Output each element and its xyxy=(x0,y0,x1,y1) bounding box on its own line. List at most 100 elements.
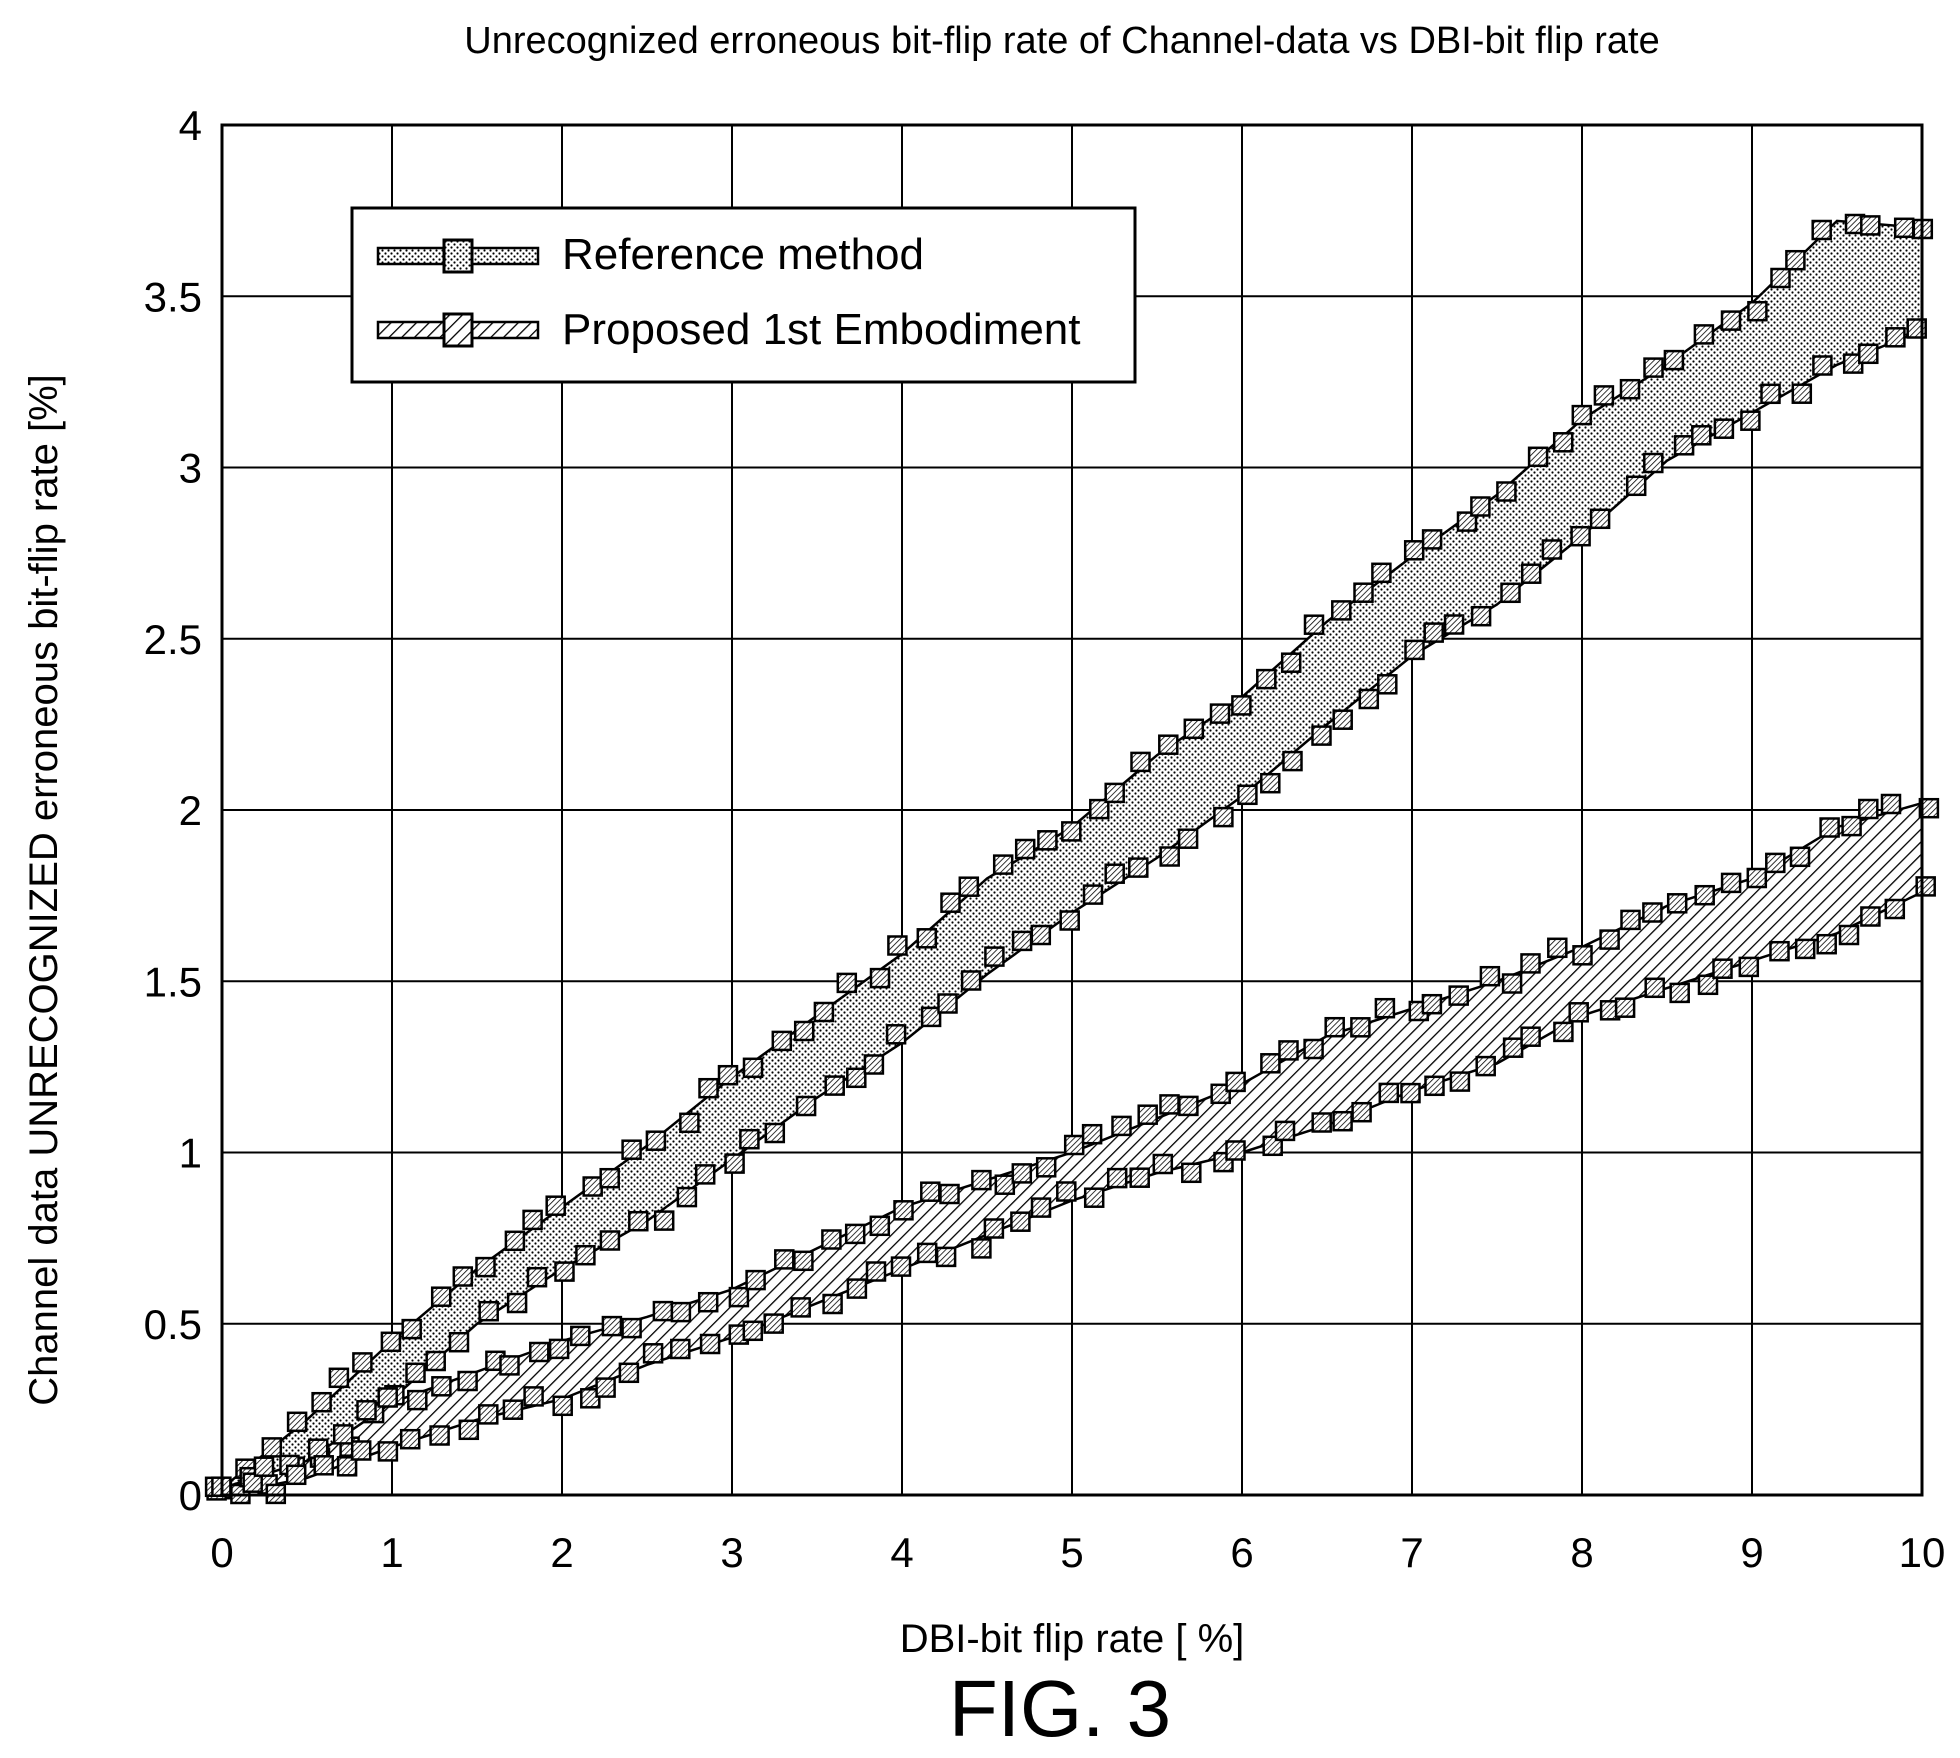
series-reference-marker xyxy=(846,1067,867,1089)
series-proposed-marker xyxy=(429,1425,450,1446)
series-reference-marker xyxy=(405,1362,426,1384)
series-proposed-marker xyxy=(670,1338,691,1360)
series-proposed-marker xyxy=(1400,1082,1421,1104)
series-reference-marker xyxy=(869,967,891,989)
series-reference-marker xyxy=(1282,750,1303,772)
series-reference-marker xyxy=(1625,475,1647,497)
legend-label-proposed: Proposed 1st Embodiment xyxy=(562,305,1081,354)
series-reference-marker xyxy=(1260,772,1281,794)
series-proposed-marker xyxy=(1159,1094,1180,1115)
series-proposed-marker xyxy=(994,1174,1016,1195)
x-tick-label: 7 xyxy=(1400,1529,1423,1576)
series-reference-marker xyxy=(1812,355,1833,376)
series-reference-marker xyxy=(887,935,908,956)
series-reference-marker xyxy=(1104,782,1125,804)
series-reference-marker xyxy=(261,1437,283,1458)
series-proposed-marker xyxy=(935,1246,957,1268)
series-reference-marker xyxy=(1371,562,1392,584)
series-reference-marker xyxy=(1353,582,1374,603)
series-reference-marker xyxy=(824,1075,845,1096)
series-proposed-marker xyxy=(1083,1187,1105,1208)
series-reference-marker xyxy=(863,1054,885,1075)
series-proposed-marker xyxy=(1884,898,1906,920)
series-proposed-marker xyxy=(1915,876,1936,897)
y-tick-label: 1 xyxy=(179,1130,202,1177)
series-proposed-marker xyxy=(670,1301,692,1323)
series-proposed-marker xyxy=(1137,1104,1158,1125)
series-proposed-marker xyxy=(1421,993,1443,1015)
series-proposed-marker xyxy=(1035,1157,1057,1178)
series-reference-marker xyxy=(1421,529,1443,550)
series-proposed-marker xyxy=(971,1238,992,1259)
series-reference-marker xyxy=(724,1153,745,1174)
series-reference-marker xyxy=(836,972,858,994)
series-proposed-marker xyxy=(1620,909,1641,931)
legend-item-proposed: Proposed 1st Embodiment xyxy=(376,305,1081,354)
series-reference-marker xyxy=(676,1186,698,1208)
series-reference-marker xyxy=(1785,249,1806,271)
series-reference-marker xyxy=(813,1001,835,1023)
series-proposed-marker xyxy=(1712,958,1733,979)
series-proposed-marker xyxy=(890,1256,912,1277)
x-tick-label: 2 xyxy=(550,1529,573,1576)
series-reference-marker xyxy=(1527,446,1549,468)
series-proposed-marker xyxy=(1642,902,1663,923)
series-reference-marker xyxy=(545,1195,566,1216)
series-reference-marker xyxy=(1159,846,1180,867)
series-reference-marker xyxy=(1500,582,1521,604)
series-reference-marker xyxy=(742,1057,764,1079)
series-proposed-marker xyxy=(377,1387,398,1408)
series-proposed-marker xyxy=(1129,1167,1150,1188)
series-reference-marker xyxy=(1571,404,1593,426)
series-reference-marker xyxy=(1589,508,1611,530)
series-reference-marker xyxy=(717,1064,739,1086)
x-tick-label: 10 xyxy=(1899,1529,1946,1576)
series-reference-marker xyxy=(1404,639,1425,661)
series-reference-marker xyxy=(1593,385,1615,406)
series-proposed-marker xyxy=(336,1456,358,1477)
series-reference-marker xyxy=(621,1139,642,1160)
legend: Reference method Proposed 1st Embodiment xyxy=(350,206,1137,384)
series-proposed-marker xyxy=(1838,924,1860,946)
series-reference-marker xyxy=(694,1164,716,1185)
series-reference-marker xyxy=(679,1112,700,1134)
x-tick-label: 9 xyxy=(1740,1529,1763,1576)
series-reference-marker xyxy=(1331,600,1352,621)
series-proposed-marker xyxy=(763,1313,784,1334)
series-reference-marker xyxy=(937,993,958,1014)
series-proposed-marker xyxy=(774,1249,795,1270)
series-proposed-marker xyxy=(983,1218,1005,1239)
series-reference-marker xyxy=(940,892,961,913)
series-reference-marker xyxy=(793,1020,815,1042)
series-proposed-marker xyxy=(1880,793,1902,815)
series-reference-marker xyxy=(1643,452,1664,474)
series-reference-marker xyxy=(960,970,982,991)
series-proposed-marker xyxy=(1765,852,1786,874)
series-reference-marker xyxy=(1311,725,1332,746)
series-proposed-marker xyxy=(971,1169,992,1191)
x-tick-label: 5 xyxy=(1060,1529,1083,1576)
series-proposed-marker xyxy=(1106,1167,1128,1189)
series-reference-marker xyxy=(1643,357,1664,378)
series-proposed-marker xyxy=(916,1242,938,1264)
y-tick-label: 3.5 xyxy=(144,273,202,320)
series-reference-marker xyxy=(1693,324,1715,345)
series-reference-marker xyxy=(764,1122,786,1144)
series-proposed-marker xyxy=(478,1404,499,1425)
series-proposed-marker xyxy=(356,1400,377,1421)
series-proposed-marker xyxy=(332,1424,354,1445)
y-tick-label: 0 xyxy=(179,1472,202,1519)
series-reference-marker xyxy=(1030,924,1052,946)
series-proposed-marker xyxy=(242,1472,263,1493)
series-proposed-marker xyxy=(1746,867,1768,889)
series-proposed-marker xyxy=(399,1428,421,1450)
series-proposed-marker xyxy=(1520,1026,1541,1047)
x-tick-label: 3 xyxy=(720,1529,743,1576)
series-proposed-marker xyxy=(458,1419,480,1441)
series-reference-marker xyxy=(1691,425,1712,446)
x-tick-labels: 0 1 2 3 4 5 6 7 8 9 10 xyxy=(210,1529,1945,1576)
series-proposed-marker xyxy=(790,1297,811,1318)
series-proposed-marker xyxy=(1178,1095,1199,1117)
series-proposed-marker xyxy=(1011,1163,1033,1184)
